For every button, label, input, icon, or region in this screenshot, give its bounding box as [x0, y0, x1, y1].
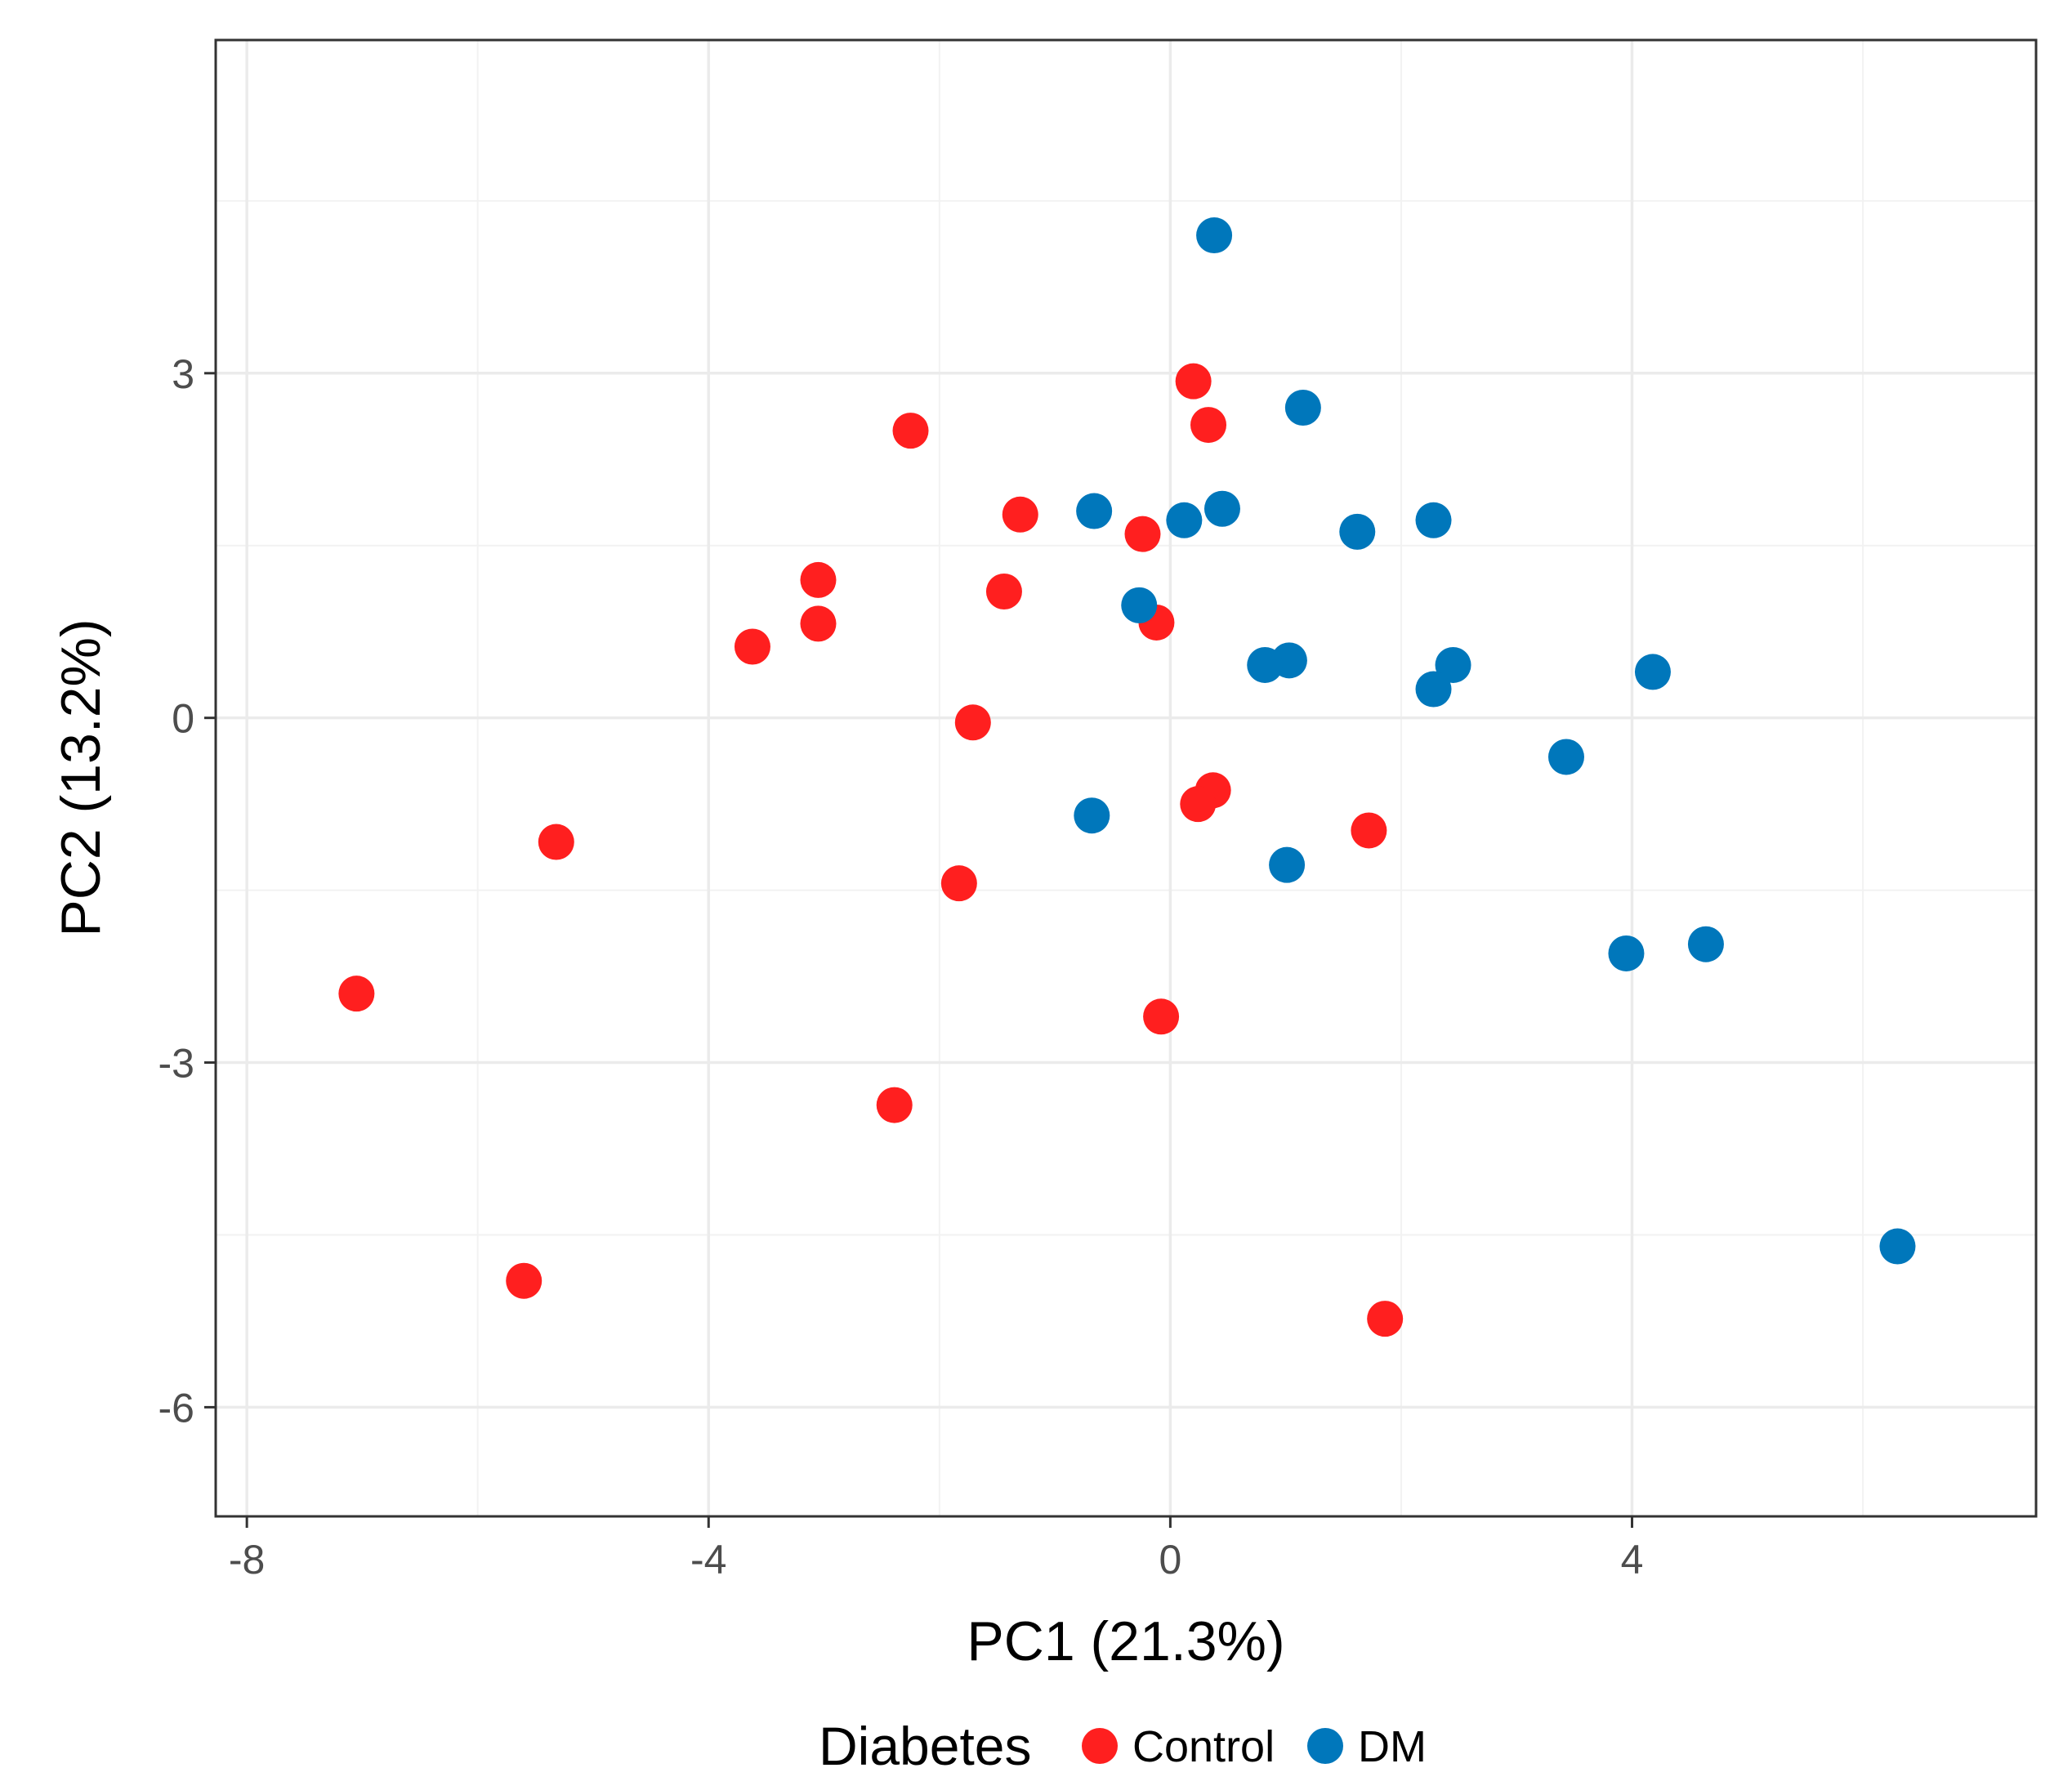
point-control	[1180, 786, 1217, 823]
point-control	[985, 573, 1022, 609]
point-dm	[1076, 493, 1113, 529]
point-dm	[1166, 502, 1203, 538]
point-dm	[1547, 739, 1584, 775]
point-control	[734, 628, 770, 665]
legend: Diabetes Control DM	[819, 1716, 1427, 1768]
legend-key-control	[1082, 1728, 1118, 1764]
minor-gridlines	[216, 40, 2036, 1516]
point-control	[940, 865, 977, 902]
point-control	[876, 1087, 913, 1123]
point-dm	[1074, 797, 1110, 834]
y-axis: 3 0 -3 -6	[159, 351, 216, 1431]
point-control	[338, 976, 375, 1012]
point-dm	[1203, 490, 1240, 527]
point-control	[800, 605, 837, 642]
point-control	[538, 824, 574, 860]
y-tick-label: 0	[172, 696, 194, 742]
legend-key-dm	[1307, 1728, 1343, 1764]
x-tick-label: -4	[690, 1537, 726, 1583]
point-control	[1143, 998, 1180, 1035]
legend-label-dm: DM	[1358, 1722, 1427, 1768]
point-control	[1367, 1301, 1404, 1337]
point-dm	[1196, 217, 1233, 254]
point-control	[1175, 363, 1212, 400]
point-control	[1190, 407, 1227, 444]
point-dm	[1247, 646, 1284, 683]
point-control	[892, 413, 929, 449]
point-control	[800, 561, 837, 598]
y-tick-label: 3	[172, 351, 194, 397]
point-dm	[1269, 846, 1306, 883]
point-dm	[1415, 671, 1452, 708]
legend-label-control: Control	[1132, 1722, 1275, 1768]
point-control	[954, 704, 991, 741]
major-gridlines	[216, 40, 2036, 1516]
plot-panel	[216, 40, 2036, 1516]
point-dm	[1435, 646, 1471, 683]
point-control	[1351, 812, 1387, 849]
x-tick-label: 4	[1621, 1537, 1644, 1583]
y-tick-label: -3	[159, 1041, 194, 1087]
x-tick-label: 0	[1159, 1537, 1181, 1583]
point-dm	[1879, 1228, 1916, 1265]
point-dm	[1339, 513, 1376, 550]
y-axis-title: PC2 (13.2%)	[50, 618, 112, 936]
point-dm	[1634, 654, 1671, 690]
x-tick-label: -8	[229, 1537, 265, 1583]
point-control	[1124, 516, 1161, 552]
plot-border	[214, 38, 2038, 1518]
point-dm	[1121, 587, 1158, 623]
point-control	[506, 1262, 543, 1299]
x-axis-title: PC1 (21.3%)	[967, 1610, 1284, 1672]
point-dm	[1608, 935, 1645, 971]
x-axis: -8 -4 0 4	[229, 1516, 1644, 1583]
point-dm	[1415, 502, 1452, 538]
point-dm	[1687, 926, 1724, 962]
legend-title: Diabetes	[819, 1716, 1032, 1768]
y-tick-label: -6	[159, 1385, 194, 1431]
point-dm	[1284, 389, 1321, 426]
point-control	[1002, 496, 1038, 533]
data-points	[338, 217, 1916, 1337]
